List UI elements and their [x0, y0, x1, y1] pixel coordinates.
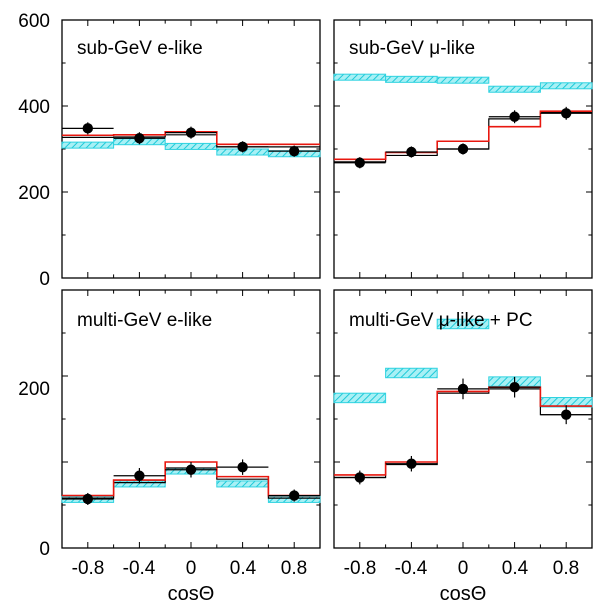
null-oscillation-band-bin: [216, 480, 269, 488]
y-tick-label: 400: [18, 97, 50, 118]
y-tick-label: 600: [18, 11, 50, 32]
x-tick-label: 0.4: [230, 558, 257, 579]
data-point: [561, 108, 572, 119]
data-point: [509, 111, 520, 122]
x-tick-label: -0.8: [344, 558, 377, 579]
data-point: [561, 409, 572, 420]
data-point: [354, 157, 365, 168]
x-tick-labels: -0.8 -0.4 0 0.4 0.8: [72, 558, 308, 579]
null-oscillation-band-bin: [164, 142, 218, 150]
x-tick-label: 0.4: [502, 558, 529, 579]
data-point: [406, 146, 417, 158]
y-tick-label: 0: [39, 539, 50, 560]
data-point: [134, 133, 145, 144]
x-tick-label: -0.4: [395, 558, 428, 579]
null-oscillation-band-bin: [539, 82, 593, 90]
x-tick-label: -0.8: [72, 558, 105, 579]
data-point: [185, 464, 197, 475]
x-axis-title: cosΘ: [168, 583, 215, 605]
x-axis-title: cosΘ: [440, 583, 487, 605]
panel-title: multi-GeV μ-like + PC: [349, 310, 533, 331]
data-point: [134, 470, 145, 481]
null-oscillation-band-bin: [436, 76, 490, 84]
panel-title: sub-GeV e-like: [77, 38, 203, 59]
data-point: [185, 127, 197, 138]
panel-sub-gev-e-like: sub-GeV e-like 0 200 400 600: [18, 11, 321, 290]
panel-multi-gev-mu-like-pc: multi-GeV μ-like + PC -0.8 -0.4 0 0.4 0.…: [333, 289, 593, 605]
x-tick-labels: -0.8 -0.4 0 0.4 0.8: [344, 558, 580, 579]
data-point: [509, 381, 520, 393]
x-tick-label: 0.8: [281, 558, 307, 579]
data-point: [82, 493, 94, 505]
x-tick-label: -0.4: [123, 558, 156, 579]
oscillation-fit-red-line: [334, 110, 592, 161]
null-oscillation-band-bin: [488, 85, 541, 93]
data-point: [354, 472, 365, 483]
data-point: [406, 458, 417, 469]
panel-sub-gev-mu-like: sub-GeV μ-like: [333, 19, 593, 279]
null-oscillation-band-bin: [385, 75, 438, 83]
oscillation-fit-red-line: [62, 131, 320, 146]
null-oscillation-band-bin: [61, 141, 115, 149]
panel-title: multi-GeV e-like: [77, 310, 212, 331]
data-point: [82, 123, 94, 134]
data-point: [237, 461, 248, 473]
data-point: [289, 490, 300, 501]
data-point: [457, 143, 469, 155]
x-tick-label: 0: [458, 558, 469, 579]
y-tick-label: 200: [18, 379, 50, 400]
null-oscillation-band-bin: [333, 392, 387, 404]
data-point: [237, 141, 248, 153]
y-tick-label: 200: [18, 183, 50, 204]
panel-title: sub-GeV μ-like: [349, 38, 475, 59]
y-tick-label: 0: [39, 269, 50, 290]
x-tick-label: 0.8: [553, 558, 579, 579]
panel-multi-gev-e-like: multi-GeV e-like 0 200 -0.8 -0.4 0 0.4 0…: [18, 289, 321, 605]
null-oscillation-band-bin: [385, 367, 438, 379]
data-point: [289, 145, 300, 157]
x-tick-label: 0: [186, 558, 197, 579]
null-oscillation-band-bin: [436, 318, 490, 330]
data-point: [457, 383, 469, 395]
null-oscillation-band-bin: [333, 73, 387, 81]
